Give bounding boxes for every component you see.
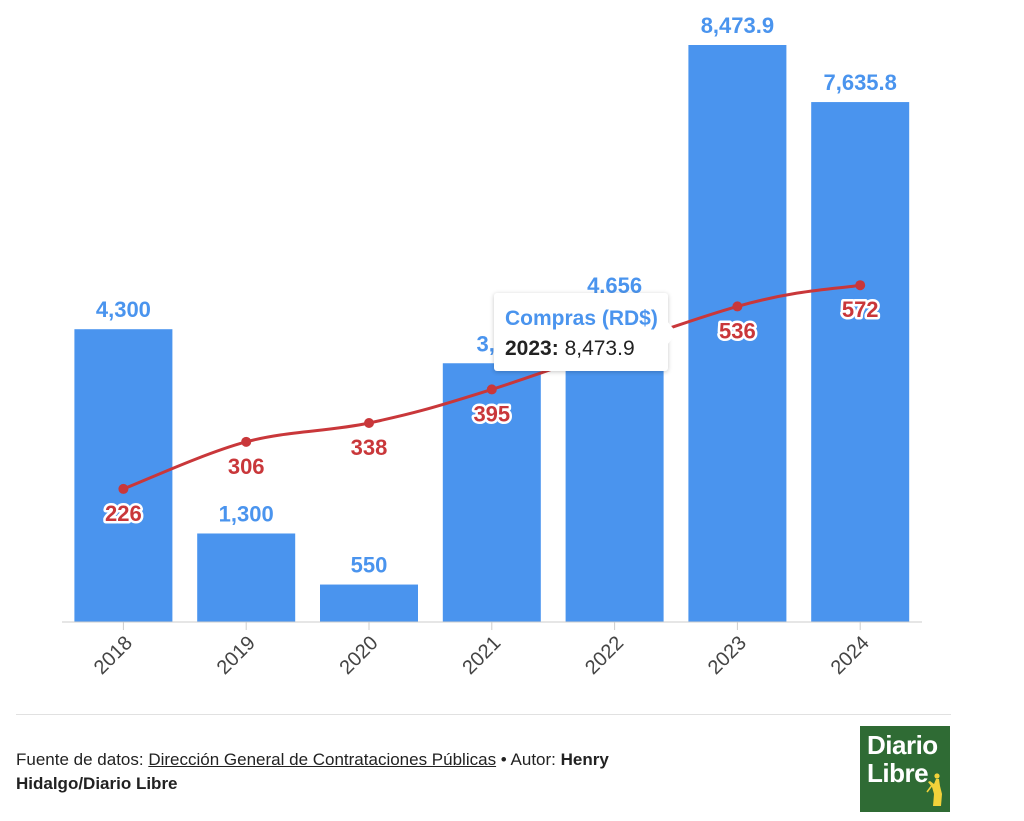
tooltip-arrow: [667, 321, 677, 345]
author-prefix: • Autor:: [496, 750, 561, 769]
line-label-2023: 536: [719, 318, 756, 343]
bar-label-2018: 4,300: [96, 297, 151, 322]
footer-credits: Fuente de datos: Dirección General de Co…: [16, 748, 716, 796]
x-tick-label-2023: 2023: [704, 632, 751, 679]
footer-divider: [16, 714, 951, 715]
bar-label-2020: 550: [351, 553, 388, 578]
diario-libre-logo[interactable]: Diario Libre: [860, 726, 950, 812]
logo-text-line2: Libre: [867, 758, 929, 788]
line-label-2018: 226: [105, 501, 142, 526]
bar-label-2023: 8,473.9: [701, 13, 774, 38]
line-point-2023: [732, 301, 743, 312]
line-point-2020: [364, 417, 374, 428]
tooltip-value: 8,473.9: [564, 337, 635, 360]
author-name: Henry Hidalgo/Diario Libre: [16, 750, 609, 793]
line-series-path: [122, 283, 861, 491]
liberty-figure-icon: [926, 773, 942, 806]
tooltip-title: Compras (RD$): [505, 307, 658, 330]
tooltip-year: 2023:: [505, 337, 559, 360]
bar-2020: [320, 584, 418, 622]
bar-2023: [688, 45, 787, 622]
bar-2019: [197, 533, 296, 622]
source-link[interactable]: Dirección General de Contrataciones Públ…: [148, 750, 497, 769]
x-axis-ticks: 2018 2019 2020 2021 2022 2023 2024: [90, 622, 874, 679]
x-tick-label-2024: 2024: [827, 632, 874, 679]
chart-tooltip: Compras (RD$) 2023: 8,473.9: [494, 293, 677, 371]
tooltip-value-row: 2023: 8,473.9: [505, 337, 635, 361]
bar-label-2024: 7,635.8: [823, 70, 896, 95]
line-label-2019: 306: [228, 454, 265, 479]
bar-label-2019: 1,300: [219, 501, 274, 526]
x-tick-label-2019: 2019: [213, 632, 260, 679]
bar-2021: [442, 363, 541, 622]
bar-2024: [811, 102, 910, 622]
x-tick-label-2022: 2022: [581, 632, 628, 679]
line-label-2021: 395: [473, 401, 510, 426]
x-tick-label-2020: 2020: [336, 632, 383, 679]
line-point-2018: [118, 483, 129, 494]
line-label-2020: 338: [351, 435, 388, 460]
x-tick-label-2018: 2018: [90, 632, 137, 679]
x-tick-label-2021: 2021: [458, 632, 505, 679]
line-point-2019: [241, 436, 252, 447]
logo-text-line1: Diario: [867, 730, 938, 760]
line-layer: 226 306 338 395 536 572: [103, 280, 881, 528]
line-label-2024: 572: [842, 297, 879, 322]
line-point-2021: [486, 384, 497, 395]
line-point-2024: [855, 280, 866, 291]
source-prefix: Fuente de datos:: [16, 750, 149, 769]
